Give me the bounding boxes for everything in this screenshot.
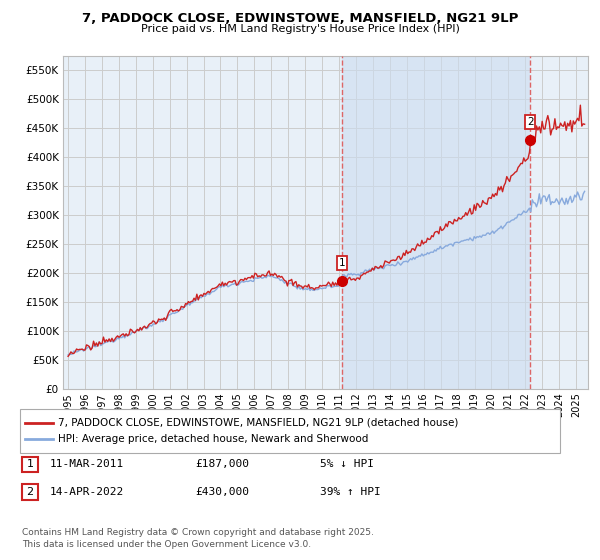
Text: 11-MAR-2011: 11-MAR-2011	[50, 459, 124, 469]
Text: 14-APR-2022: 14-APR-2022	[50, 487, 124, 497]
Text: £187,000: £187,000	[195, 459, 249, 469]
Text: 1: 1	[26, 459, 34, 469]
Text: £430,000: £430,000	[195, 487, 249, 497]
FancyBboxPatch shape	[22, 456, 38, 473]
Text: 5% ↓ HPI: 5% ↓ HPI	[320, 459, 374, 469]
Text: 2: 2	[26, 487, 34, 497]
FancyBboxPatch shape	[20, 409, 560, 452]
Text: 7, PADDOCK CLOSE, EDWINSTOWE, MANSFIELD, NG21 9LP (detached house): 7, PADDOCK CLOSE, EDWINSTOWE, MANSFIELD,…	[58, 418, 458, 428]
FancyBboxPatch shape	[22, 484, 38, 500]
Text: 39% ↑ HPI: 39% ↑ HPI	[320, 487, 381, 497]
Text: 1: 1	[339, 258, 346, 268]
Text: 2: 2	[527, 117, 533, 127]
Text: HPI: Average price, detached house, Newark and Sherwood: HPI: Average price, detached house, Newa…	[58, 433, 368, 444]
Text: Contains HM Land Registry data © Crown copyright and database right 2025.
This d: Contains HM Land Registry data © Crown c…	[22, 528, 374, 549]
Text: Price paid vs. HM Land Registry's House Price Index (HPI): Price paid vs. HM Land Registry's House …	[140, 24, 460, 34]
Text: 7, PADDOCK CLOSE, EDWINSTOWE, MANSFIELD, NG21 9LP: 7, PADDOCK CLOSE, EDWINSTOWE, MANSFIELD,…	[82, 12, 518, 25]
Bar	[342, 56, 530, 389]
